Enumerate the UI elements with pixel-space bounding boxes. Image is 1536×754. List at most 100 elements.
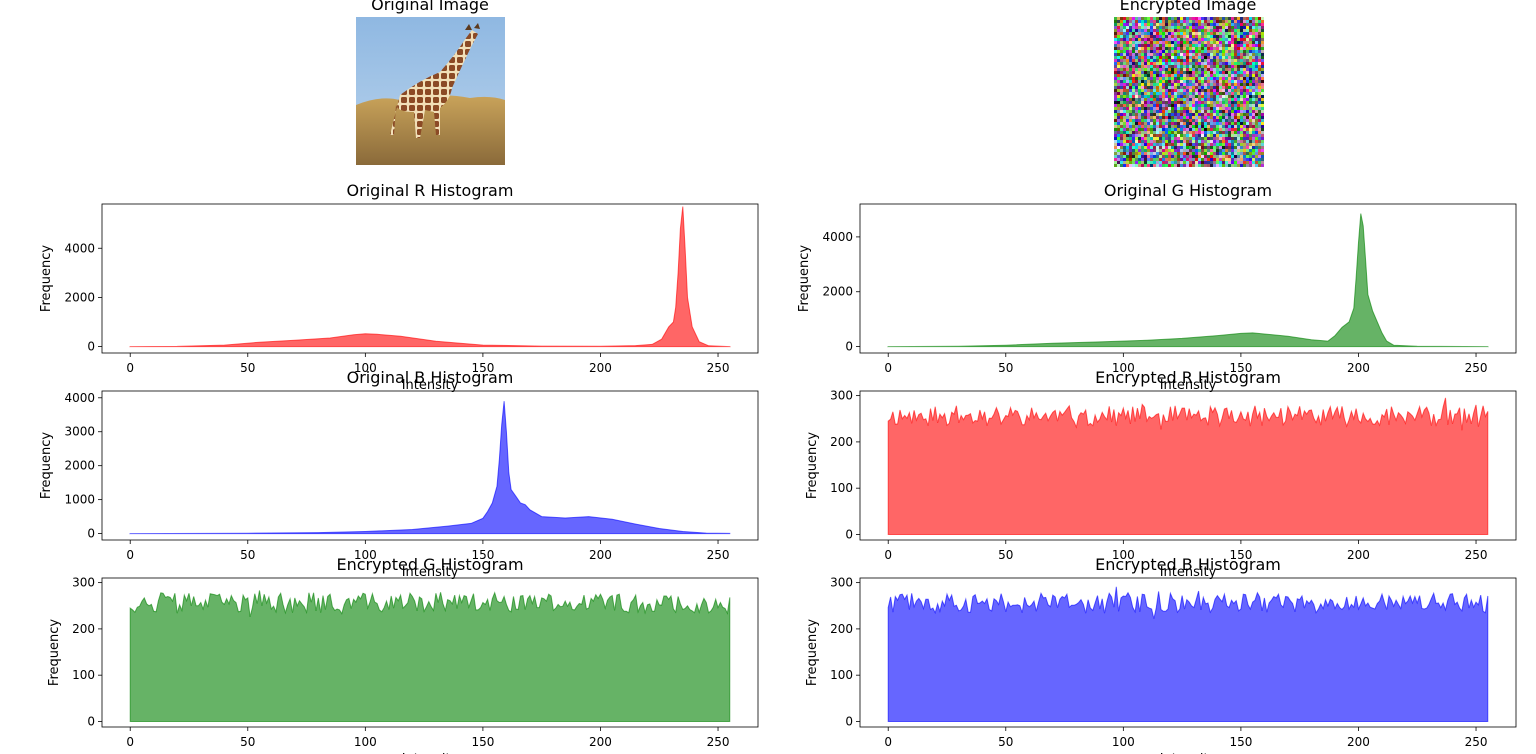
x-tick-label: 200: [1347, 735, 1370, 749]
x-axis-label: Intensity: [1160, 378, 1217, 393]
x-tick-label: 150: [471, 361, 494, 375]
x-axis-label: Intensity: [402, 565, 459, 580]
y-tick-label: 2000: [822, 285, 853, 299]
x-tick-label: 0: [884, 548, 892, 562]
x-tick-label: 0: [126, 735, 134, 749]
y-tick-label: 2000: [64, 459, 95, 473]
y-tick-label: 0: [845, 340, 853, 354]
y-axis-label: Frequency: [805, 619, 820, 686]
histogram-area: [887, 586, 1489, 722]
x-tick-label: 250: [1465, 548, 1488, 562]
x-tick-label: 250: [707, 548, 730, 562]
axes-frame: [101, 203, 759, 354]
histogram-area: [887, 397, 1489, 535]
x-axis-label: Intensity: [402, 752, 459, 754]
x-tick-label: 50: [998, 735, 1013, 749]
histogram-area: [129, 206, 731, 348]
axes-frame: [859, 577, 1517, 728]
x-tick-label: 100: [1112, 735, 1135, 749]
y-tick-label: 0: [87, 340, 95, 354]
chart-title: Original B Histogram: [347, 368, 514, 387]
histogram-area: [887, 213, 1490, 348]
y-axis-label: Frequency: [39, 245, 54, 312]
x-tick-label: 50: [998, 548, 1013, 562]
x-axis-label: Intensity: [402, 378, 459, 393]
axes-frame: [101, 577, 759, 728]
y-tick-label: 2000: [64, 290, 95, 304]
x-tick-label: 100: [1112, 361, 1135, 375]
x-tick-label: 250: [707, 735, 730, 749]
y-tick-label: 0: [845, 527, 853, 541]
y-tick-label: 200: [830, 435, 853, 449]
x-tick-label: 100: [354, 361, 377, 375]
x-tick-label: 150: [471, 548, 494, 562]
chart-title: Encrypted G Histogram: [336, 555, 523, 574]
original-image-title: Original Image: [371, 0, 489, 14]
chart-encrypted-r-histogram: 0 50 100 150 200 250 0 100 200 300 Encrypted R His…: [805, 368, 1517, 580]
x-tick-label: 250: [707, 361, 730, 375]
y-tick-label: 0: [87, 527, 95, 541]
x-tick-label: 150: [1229, 548, 1252, 562]
x-tick-label: 150: [1229, 361, 1252, 375]
x-tick-label: 50: [240, 361, 255, 375]
y-tick-label: 3000: [64, 425, 95, 439]
x-axis-label: Intensity: [1160, 565, 1217, 580]
y-tick-label: 300: [830, 576, 853, 590]
y-tick-label: 4000: [64, 391, 95, 405]
x-tick-label: 150: [471, 735, 494, 749]
encrypted-image: [1114, 17, 1264, 167]
chart-original-g-histogram: 0 50 100 150 200 250 0 2000 4000 Original G Histo…: [797, 181, 1517, 393]
axes-frame: [859, 390, 1517, 541]
y-tick-label: 0: [87, 714, 95, 728]
y-tick-label: 1000: [64, 493, 95, 507]
y-tick-label: 0: [845, 714, 853, 728]
x-tick-label: 200: [1347, 361, 1370, 375]
x-tick-label: 150: [1229, 735, 1252, 749]
x-tick-label: 200: [1347, 548, 1370, 562]
y-tick-label: 4000: [64, 241, 95, 255]
chart-encrypted-b-histogram: 0 50 100 150 200 250 0 100 200 300 Encrypted B His…: [805, 555, 1517, 754]
x-tick-label: 0: [126, 548, 134, 562]
x-tick-label: 0: [126, 361, 134, 375]
x-tick-label: 50: [240, 735, 255, 749]
x-tick-label: 100: [1112, 548, 1135, 562]
x-axis-label: Intensity: [1160, 752, 1217, 754]
y-tick-label: 4000: [822, 230, 853, 244]
histogram-area: [129, 401, 731, 535]
chart-title: Encrypted R Histogram: [1095, 368, 1281, 387]
y-axis-label: Frequency: [797, 245, 812, 312]
y-tick-label: 300: [830, 389, 853, 403]
x-tick-label: 200: [589, 548, 612, 562]
x-tick-label: 100: [354, 548, 377, 562]
y-axis-label: Frequency: [805, 432, 820, 499]
x-tick-label: 50: [998, 361, 1013, 375]
original-image: [356, 17, 505, 165]
chart-original-b-histogram: 0 50 100 150 200 250 0 1000 2000 3000 4000 Original…: [39, 368, 759, 580]
chart-title: Original R Histogram: [347, 181, 514, 200]
x-tick-label: 0: [884, 361, 892, 375]
histogram-area: [129, 590, 731, 722]
x-tick-label: 200: [589, 361, 612, 375]
encrypted-image-title: Encrypted Image: [1120, 0, 1257, 14]
y-tick-label: 100: [72, 668, 95, 682]
y-tick-label: 100: [830, 481, 853, 495]
axes-frame: [859, 203, 1517, 354]
y-tick-label: 300: [72, 576, 95, 590]
y-axis-label: Frequency: [47, 619, 62, 686]
chart-original-r-histogram: 0 50 100 150 200 250 0 2000 4000 Original R Histo…: [39, 181, 759, 393]
chart-encrypted-g-histogram: 0 50 100 150 200 250 0 100 200 300 Encrypted G His…: [47, 555, 759, 754]
x-tick-label: 250: [1465, 361, 1488, 375]
axes-frame: [101, 390, 759, 541]
y-tick-label: 200: [830, 622, 853, 636]
y-tick-label: 200: [72, 622, 95, 636]
chart-title: Encrypted B Histogram: [1095, 555, 1281, 574]
x-tick-label: 0: [884, 735, 892, 749]
x-tick-label: 50: [240, 548, 255, 562]
x-tick-label: 250: [1465, 735, 1488, 749]
y-tick-label: 100: [830, 668, 853, 682]
x-tick-label: 100: [354, 735, 377, 749]
x-tick-label: 200: [589, 735, 612, 749]
chart-title: Original G Histogram: [1104, 181, 1272, 200]
y-axis-label: Frequency: [39, 432, 54, 499]
